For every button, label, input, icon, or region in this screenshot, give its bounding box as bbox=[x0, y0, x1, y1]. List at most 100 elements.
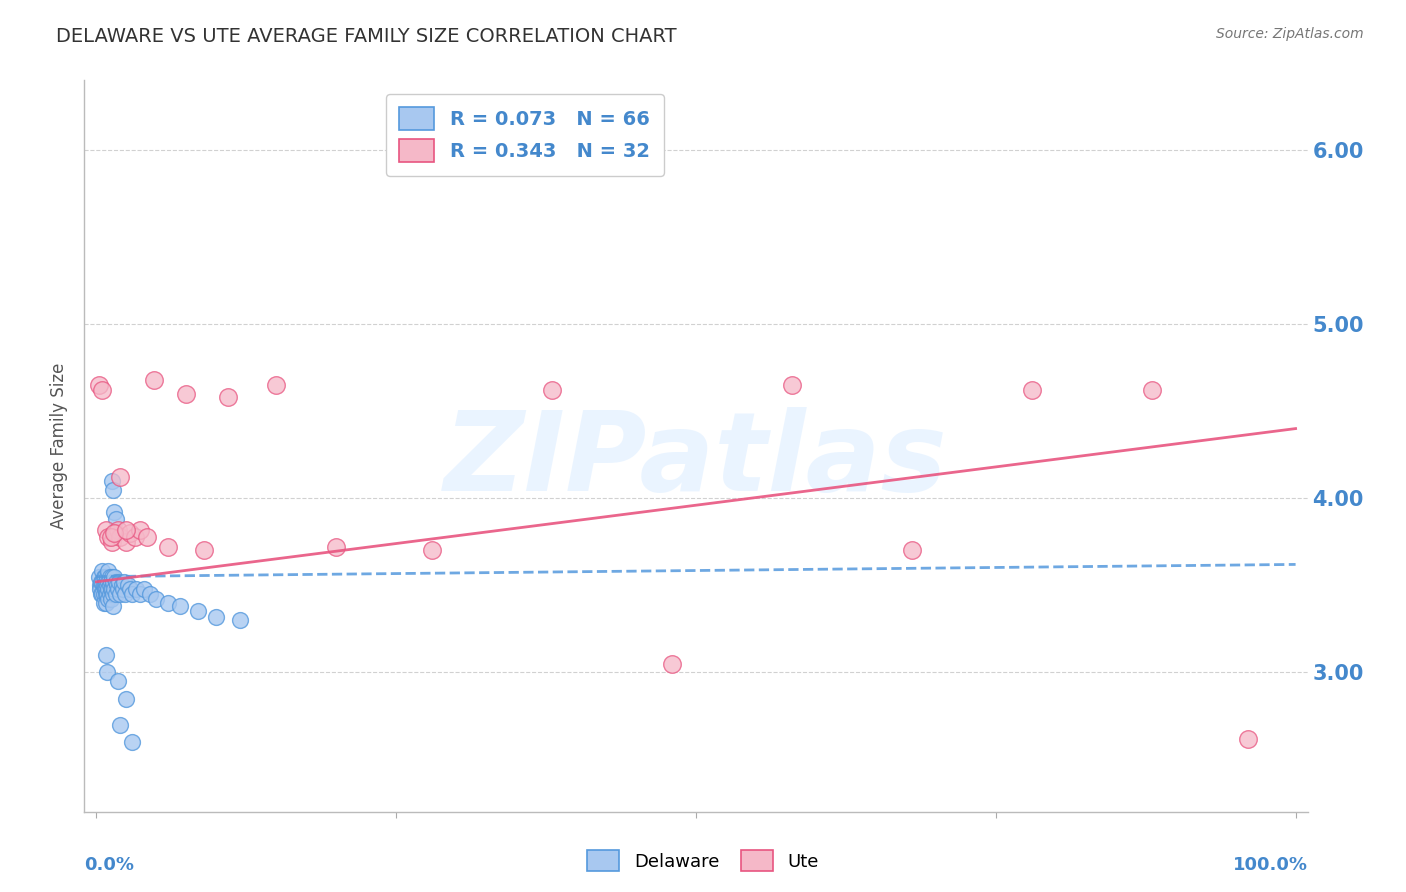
Point bbox=[105, 578, 128, 592]
Point bbox=[94, 523, 117, 537]
Point bbox=[110, 578, 132, 592]
Point bbox=[91, 574, 114, 589]
Point bbox=[100, 582, 122, 596]
Point bbox=[96, 569, 118, 583]
Point bbox=[98, 569, 121, 583]
Point bbox=[1236, 731, 1258, 746]
Point bbox=[101, 474, 124, 488]
Legend: Delaware, Ute: Delaware, Ute bbox=[579, 843, 827, 879]
Point bbox=[101, 569, 124, 583]
Point bbox=[98, 587, 121, 601]
Point bbox=[107, 582, 129, 596]
Point bbox=[104, 587, 127, 601]
Point bbox=[93, 569, 115, 583]
Point bbox=[103, 569, 125, 583]
Point bbox=[108, 574, 131, 589]
Text: 100.0%: 100.0% bbox=[1233, 855, 1308, 873]
Point bbox=[135, 530, 157, 544]
Point bbox=[93, 569, 117, 583]
Point bbox=[89, 582, 111, 596]
Point bbox=[103, 505, 125, 519]
Point bbox=[101, 587, 124, 601]
Point bbox=[103, 582, 125, 596]
Point bbox=[94, 574, 117, 589]
Point bbox=[101, 574, 124, 589]
Legend: R = 0.073   N = 66, R = 0.343   N = 32: R = 0.073 N = 66, R = 0.343 N = 32 bbox=[385, 94, 664, 176]
Point bbox=[101, 534, 124, 549]
Point bbox=[104, 574, 127, 589]
Point bbox=[107, 674, 129, 689]
Point bbox=[661, 657, 683, 671]
Point bbox=[128, 587, 150, 601]
Point bbox=[541, 384, 564, 398]
Point bbox=[139, 587, 162, 601]
Point bbox=[118, 582, 141, 596]
Point bbox=[114, 587, 136, 601]
Point bbox=[101, 582, 124, 596]
Point bbox=[121, 587, 143, 601]
Text: 0.0%: 0.0% bbox=[84, 855, 135, 873]
Point bbox=[93, 582, 117, 596]
Point bbox=[87, 378, 110, 392]
Point bbox=[93, 578, 115, 592]
Point bbox=[93, 578, 117, 592]
Point bbox=[94, 596, 117, 610]
Point bbox=[420, 543, 443, 558]
Point bbox=[101, 483, 124, 497]
Point bbox=[93, 596, 115, 610]
Point bbox=[193, 543, 215, 558]
Point bbox=[118, 526, 141, 541]
Point bbox=[115, 534, 138, 549]
Point bbox=[187, 604, 209, 618]
Point bbox=[96, 665, 118, 680]
Point bbox=[110, 470, 132, 484]
Point bbox=[142, 373, 165, 387]
Point bbox=[110, 530, 132, 544]
Text: ZIPatlas: ZIPatlas bbox=[444, 407, 948, 514]
Point bbox=[111, 582, 134, 596]
Point bbox=[174, 386, 197, 401]
Point bbox=[98, 578, 121, 592]
Point bbox=[97, 582, 120, 596]
Point bbox=[91, 565, 114, 579]
Point bbox=[901, 543, 924, 558]
Point bbox=[97, 565, 120, 579]
Point bbox=[217, 390, 239, 404]
Point bbox=[157, 540, 180, 554]
Point bbox=[107, 523, 129, 537]
Point bbox=[125, 582, 148, 596]
Point bbox=[104, 512, 127, 526]
Point bbox=[90, 574, 112, 589]
Point bbox=[93, 587, 115, 601]
Point bbox=[780, 378, 803, 392]
Point bbox=[100, 574, 122, 589]
Point bbox=[101, 599, 124, 614]
Point bbox=[91, 384, 114, 398]
Point bbox=[124, 530, 146, 544]
Point bbox=[1021, 384, 1043, 398]
Point bbox=[90, 587, 112, 601]
Point bbox=[87, 569, 110, 583]
Point bbox=[104, 526, 127, 541]
Point bbox=[264, 378, 287, 392]
Text: Source: ZipAtlas.com: Source: ZipAtlas.com bbox=[1216, 27, 1364, 41]
Point bbox=[128, 523, 150, 537]
Point bbox=[205, 609, 228, 624]
Point bbox=[97, 574, 120, 589]
Point bbox=[96, 587, 118, 601]
Y-axis label: Average Family Size: Average Family Size bbox=[51, 363, 69, 529]
Point bbox=[134, 582, 156, 596]
Point bbox=[325, 540, 347, 554]
Point bbox=[94, 587, 117, 601]
Text: DELAWARE VS UTE AVERAGE FAMILY SIZE CORRELATION CHART: DELAWARE VS UTE AVERAGE FAMILY SIZE CORR… bbox=[56, 27, 676, 45]
Point bbox=[112, 574, 135, 589]
Point bbox=[89, 578, 111, 592]
Point bbox=[157, 596, 180, 610]
Point bbox=[1140, 384, 1163, 398]
Point bbox=[103, 526, 125, 541]
Point bbox=[169, 599, 191, 614]
Point bbox=[229, 613, 252, 627]
Point bbox=[121, 735, 143, 749]
Point bbox=[110, 717, 132, 731]
Point bbox=[94, 582, 117, 596]
